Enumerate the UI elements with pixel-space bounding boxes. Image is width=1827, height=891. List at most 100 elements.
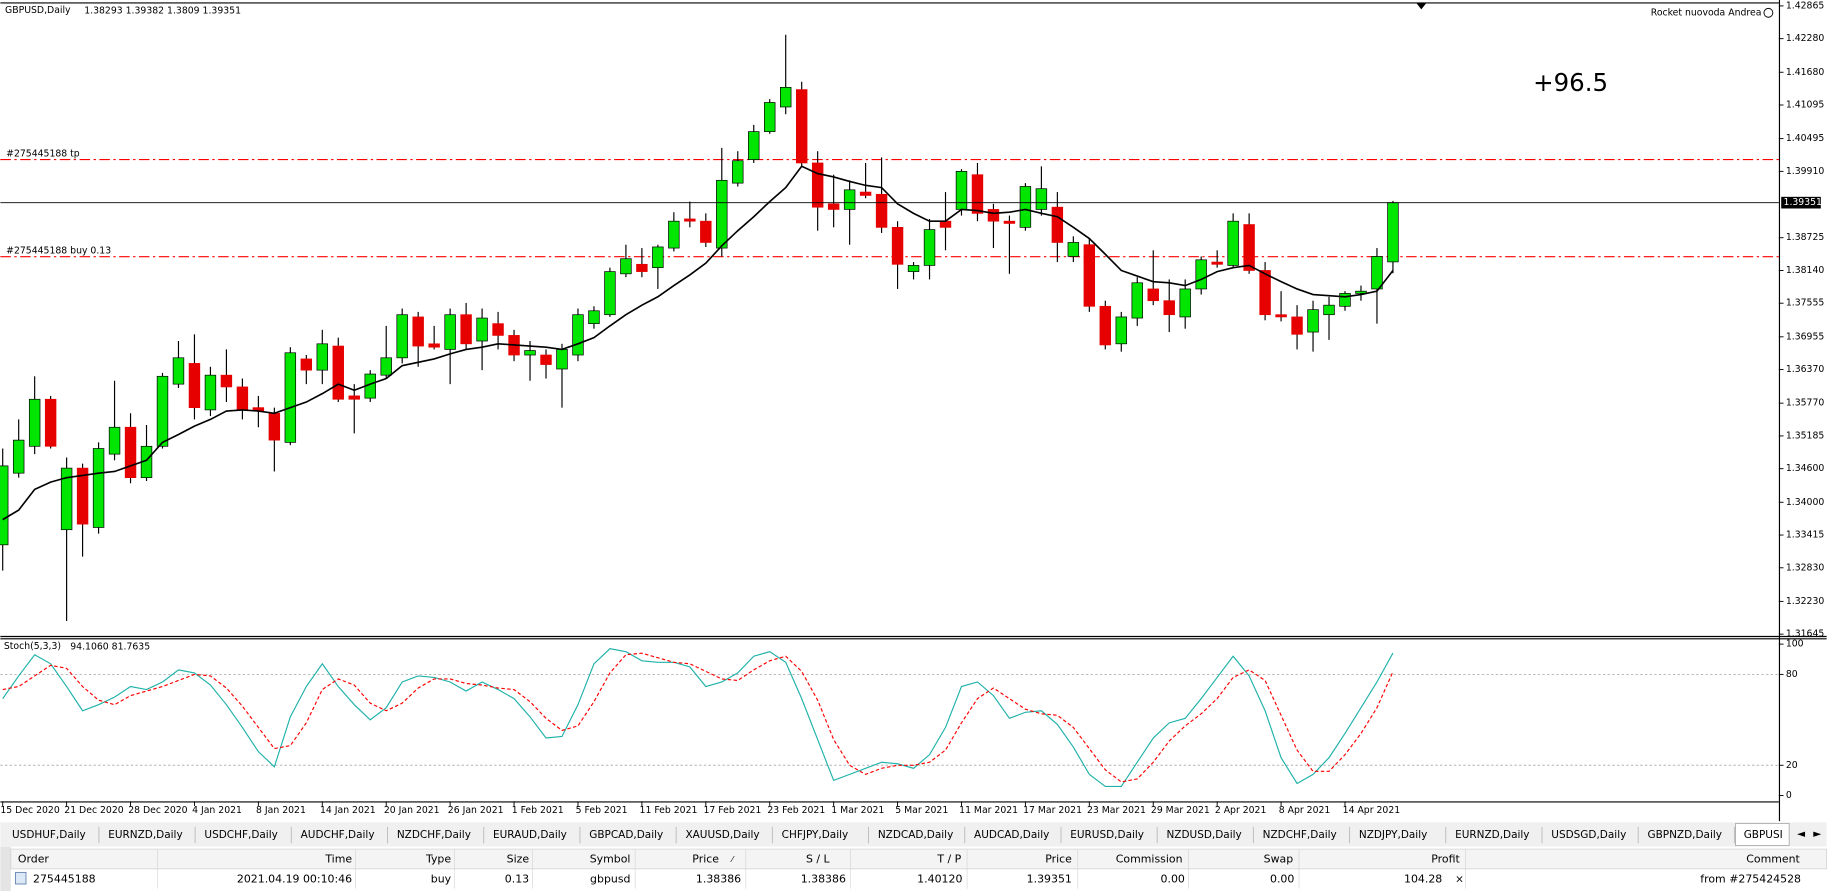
tab[interactable] — [1639, 825, 1734, 845]
candle-body — [1067, 242, 1080, 257]
candle-body — [60, 467, 73, 531]
tab-label[interactable]: NZDUSD,Daily — [1166, 829, 1241, 841]
column-header: T / P — [936, 853, 961, 866]
x-tick-label: 17 Mar 2021 — [1023, 805, 1082, 816]
tab-label[interactable]: EURUSD,Daily — [1070, 829, 1144, 841]
candle-body — [284, 352, 297, 443]
candle-body — [268, 412, 281, 441]
tab[interactable] — [1543, 825, 1638, 845]
tab-label[interactable]: GBPCAD,Daily — [589, 829, 663, 841]
tab-label[interactable]: EURNZD,Daily — [1455, 829, 1529, 841]
tab[interactable] — [965, 825, 1060, 845]
tab-scroll-right[interactable]: ► — [1813, 828, 1822, 840]
tab-label[interactable]: USDCHF,Daily — [204, 829, 277, 841]
candle-body — [588, 310, 600, 325]
candle-body — [1355, 290, 1367, 294]
candle-body — [28, 398, 41, 447]
tab-label[interactable]: NZDJPY,Daily — [1359, 829, 1427, 841]
candle-body — [1003, 220, 1016, 224]
tab[interactable] — [1062, 825, 1156, 845]
chart-title: GBPUSD,Daily — [5, 5, 71, 16]
tab-label[interactable]: XAUUSD,Daily — [685, 829, 759, 841]
column-header: Swap — [1264, 853, 1294, 866]
active-tab[interactable] — [1735, 823, 1790, 846]
y-tick-label: 1.34600 — [1786, 463, 1825, 474]
tab[interactable] — [292, 825, 387, 845]
y-tick-label: 0 — [1786, 790, 1792, 801]
candle-body — [204, 374, 217, 411]
tab-label[interactable]: AUDCAD,Daily — [974, 829, 1049, 841]
candle-body — [907, 265, 920, 272]
tab[interactable] — [1158, 825, 1253, 845]
tab[interactable] — [773, 825, 868, 845]
tab[interactable] — [196, 825, 291, 845]
close-order-button[interactable]: × — [1455, 873, 1464, 885]
candle-body — [316, 343, 329, 371]
tab-label[interactable]: USDSGD,Daily — [1551, 829, 1626, 841]
table-cell: 104.28 — [1404, 872, 1442, 885]
tab[interactable] — [100, 825, 194, 845]
candle-body — [300, 358, 313, 371]
column-header: Profit — [1431, 853, 1460, 866]
tab[interactable] — [1350, 825, 1445, 845]
tab[interactable] — [677, 825, 772, 845]
tab-label[interactable]: GBPUSI — [1744, 829, 1783, 841]
candle-body — [716, 179, 728, 249]
tab[interactable] — [1446, 825, 1541, 845]
x-tick-label: 29 Mar 2021 — [1151, 805, 1210, 816]
candle-body — [1019, 186, 1032, 228]
y-tick-label: 100 — [1786, 639, 1804, 650]
stochastic-line — [2, 648, 1394, 788]
tab[interactable] — [581, 825, 675, 845]
tab-label[interactable]: NZDCHF,Daily — [397, 829, 471, 841]
tab[interactable] — [869, 825, 964, 845]
y-tick-label: 20 — [1786, 760, 1798, 771]
tab[interactable] — [3, 825, 98, 845]
column-header: S / L — [806, 853, 831, 866]
candle-body — [1195, 259, 1207, 290]
candle-body — [987, 209, 1000, 222]
tab[interactable] — [388, 825, 483, 845]
x-tick-label: 21 Dec 2020 — [64, 805, 123, 816]
tab-label[interactable]: USDHUF,Daily — [12, 829, 86, 841]
tab-label[interactable]: EURNZD,Daily — [108, 829, 182, 841]
ohlc-open: 1.38293 — [84, 5, 123, 16]
tab[interactable] — [484, 825, 579, 845]
candle-body — [1051, 206, 1064, 243]
y-tick-label: 1.38140 — [1786, 265, 1825, 276]
column-header: Order — [18, 853, 50, 866]
tab-scroll-left[interactable]: ◄ — [1797, 828, 1806, 840]
y-tick-label: 1.31645 — [1786, 629, 1825, 640]
terminal-sidebar — [0, 846, 11, 891]
table-cell: 1.38386 — [696, 872, 741, 885]
candle-body — [1259, 270, 1271, 316]
tab-label[interactable]: GBPNZD,Daily — [1647, 829, 1722, 841]
candle-body — [859, 191, 872, 196]
candle-body — [0, 465, 9, 546]
tab-label[interactable]: CHFJPY,Daily — [782, 829, 849, 841]
tab[interactable] — [1254, 825, 1349, 845]
candle-body — [476, 317, 488, 342]
candle-body — [971, 174, 984, 214]
indicator-title: Stoch(5,3,3) — [4, 641, 61, 652]
tab-label[interactable]: NZDCAD,Daily — [878, 829, 953, 841]
tabs: USDHUF,Daily EURNZD,Daily USDCHF,Daily AUDC… — [3, 823, 1790, 846]
x-tick-label: 8 Jan 2021 — [256, 805, 306, 816]
candle-body — [684, 218, 696, 222]
candle-body — [1131, 282, 1143, 319]
x-tick-label: 4 Jan 2021 — [192, 805, 242, 816]
y-tick-label: 1.34000 — [1786, 497, 1825, 508]
tab-label[interactable]: NZDCHF,Daily — [1263, 829, 1337, 841]
candle-body — [1227, 220, 1239, 266]
tab-label[interactable]: AUDCHF,Daily — [301, 829, 375, 841]
y-tick-label: 1.32230 — [1786, 596, 1825, 607]
x-tick-label: 11 Mar 2021 — [959, 805, 1018, 816]
candle-body — [172, 357, 185, 385]
column-header: Commission — [1116, 853, 1183, 866]
candle-body — [1083, 244, 1096, 307]
tab-label[interactable]: EURAUD,Daily — [493, 829, 567, 841]
candle-body — [156, 375, 169, 447]
x-tick-label: 17 Feb 2021 — [703, 805, 761, 816]
table-cell: 2021.04.19 00:10:46 — [237, 872, 352, 885]
